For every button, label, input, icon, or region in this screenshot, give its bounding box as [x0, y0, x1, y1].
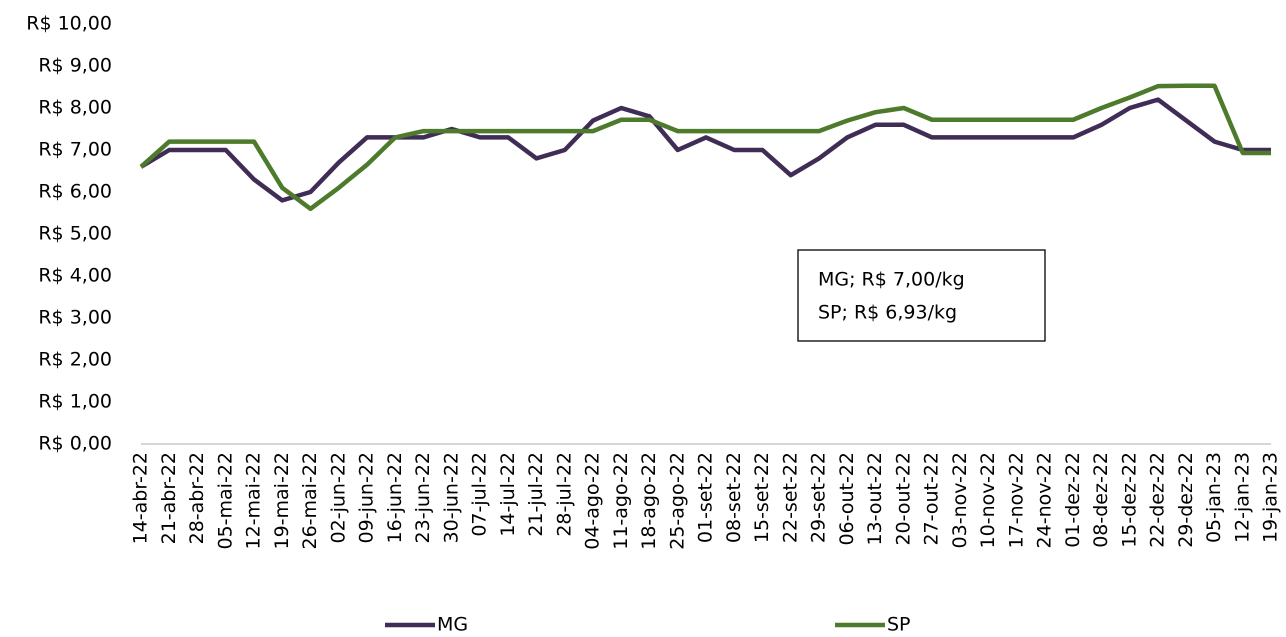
y-tick-label: R$ 10,00 — [26, 13, 112, 35]
x-tick-label: 21-abr-22 — [158, 452, 180, 544]
y-tick-label: R$ 8,00 — [38, 97, 112, 119]
x-tick-label: 19-jan-23 — [1260, 452, 1282, 543]
legend-label: MG — [437, 614, 468, 636]
x-tick-label: 10-nov-22 — [977, 452, 999, 548]
line — [139, 83, 1271, 212]
x-tick-label: 03-nov-22 — [949, 452, 971, 548]
x-tick-label: 30-jun-22 — [440, 452, 462, 543]
y-tick-label: R$ 5,00 — [38, 223, 112, 245]
x-tick-label: 27-out-22 — [921, 452, 943, 546]
x-tick-label: 02-jun-22 — [327, 452, 349, 543]
x-tick-label: 05-mai-22 — [214, 452, 236, 550]
x-tick-label: 14-jul-22 — [497, 452, 519, 537]
y-tick-label: R$ 7,00 — [38, 139, 112, 161]
x-tick-label: 29-dez-22 — [1175, 452, 1197, 548]
annotation-box — [797, 249, 1046, 342]
x-tick-label: 15-dez-22 — [1118, 452, 1140, 548]
x-tick-label: 04-ago-22 — [582, 452, 604, 550]
x-tick-label: 28-jul-22 — [553, 452, 575, 537]
x-tick-label: 07-jul-22 — [469, 452, 491, 537]
legend-label: SP — [887, 614, 911, 636]
x-tick-label: 22-set-22 — [779, 452, 801, 543]
x-tick-label: 12-jan-23 — [1231, 452, 1253, 543]
x-tick-label: 21-jul-22 — [525, 452, 547, 537]
x-tick-label: 15-set-22 — [751, 452, 773, 543]
x-tick-label: 29-set-22 — [808, 452, 830, 543]
x-tick-label: 11-ago-22 — [610, 452, 632, 550]
y-tick-label: R$ 1,00 — [38, 391, 112, 413]
y-tick-label: R$ 4,00 — [38, 265, 112, 287]
x-tick-label: 28-abr-22 — [186, 452, 208, 544]
x-tick-label: 26-mai-22 — [299, 452, 321, 550]
y-tick-label: R$ 3,00 — [38, 307, 112, 329]
x-tick-label: 13-out-22 — [864, 452, 886, 546]
x-tick-label: 18-ago-22 — [638, 452, 660, 550]
x-tick-label: 12-mai-22 — [243, 452, 265, 550]
x-tick-label: 25-ago-22 — [666, 452, 688, 550]
y-tick-label: R$ 0,00 — [38, 433, 112, 455]
x-tick-label: 08-dez-22 — [1090, 452, 1112, 548]
y-tick-label: R$ 9,00 — [38, 55, 112, 77]
y-tick-label: R$ 6,00 — [38, 181, 112, 203]
x-tick-label: 20-out-22 — [892, 452, 914, 546]
x-tick-label: 06-out-22 — [836, 452, 858, 546]
x-tick-label: 16-jun-22 — [384, 452, 406, 543]
x-tick-label: 22-dez-22 — [1147, 452, 1169, 548]
annotation: MG; R$ 7,00/kg — [818, 269, 965, 291]
x-tick-label: 24-nov-22 — [1034, 452, 1056, 548]
x-tick-label: 09-jun-22 — [356, 452, 378, 543]
annotation: SP; R$ 6,93/kg — [818, 302, 957, 324]
x-tick-label: 01-dez-22 — [1062, 452, 1084, 548]
x-tick-label: 14-abr-22 — [130, 452, 152, 544]
x-tick-label: 01-set-22 — [695, 452, 717, 543]
x-tick-label: 05-jan-23 — [1203, 452, 1225, 543]
y-tick-label: R$ 2,00 — [38, 349, 112, 371]
x-tick-label: 08-set-22 — [723, 452, 745, 543]
x-tick-label: 23-jun-22 — [412, 452, 434, 543]
line — [139, 97, 1271, 203]
x-tick-label: 17-nov-22 — [1005, 452, 1027, 548]
x-tick-label: 19-mai-22 — [271, 452, 293, 550]
